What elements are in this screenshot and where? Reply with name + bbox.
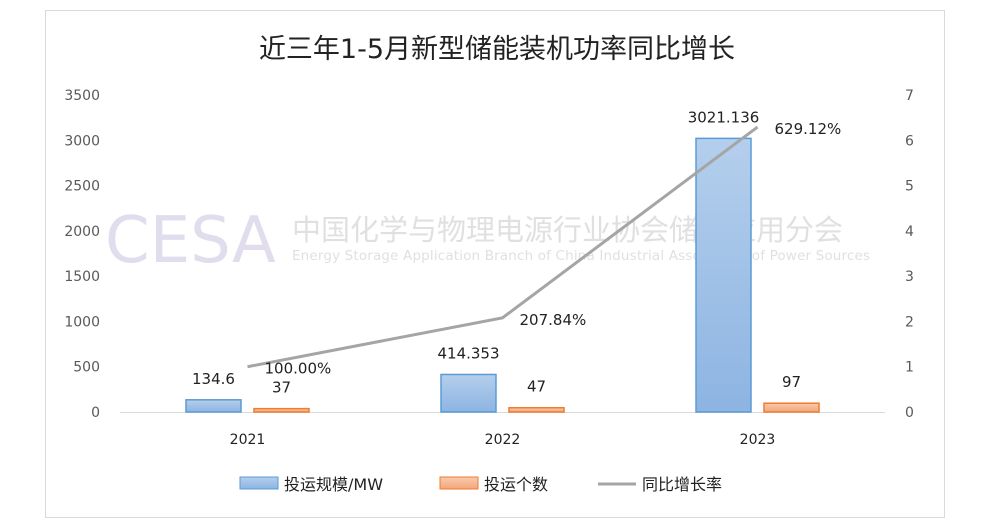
- y-left-tick-label: 1500: [64, 269, 100, 285]
- bar-count: [763, 402, 820, 413]
- bar-data-label: 3021.136: [688, 108, 760, 126]
- watermark-cn: 中国化学与物理电源行业协会储能应用分会: [292, 213, 843, 247]
- y-left-tick-label: 2500: [64, 179, 100, 195]
- bar-count: [508, 406, 565, 413]
- y-right-tick-label: 3: [905, 269, 914, 285]
- bar-data-label: 134.6: [192, 370, 235, 388]
- y-right-tick-label: 1: [905, 360, 914, 376]
- bar-data-label: 47: [527, 378, 546, 396]
- y-left-tick-label: 3000: [64, 133, 100, 149]
- y-right-tick-label: 6: [905, 133, 914, 149]
- line-data-label: 100.00%: [265, 360, 332, 378]
- legend-label: 投运规模/MW: [284, 475, 383, 494]
- legend-item: 投运个数: [439, 475, 548, 494]
- y-right-tick-label: 7: [905, 88, 914, 104]
- legend-item: 投运规模/MW: [239, 475, 383, 494]
- x-tick-label: 2021: [230, 432, 266, 448]
- y-right-tick-label: 2: [905, 314, 914, 330]
- y-right-tick-label: 4: [905, 224, 914, 240]
- bar-capacity: [695, 137, 752, 413]
- chart-frame: [45, 10, 945, 518]
- line-data-label: 207.84%: [520, 311, 587, 329]
- watermark: CESA 中国化学与物理电源行业协会储能应用分会 Energy Storage …: [105, 204, 870, 278]
- y-left-tick-label: 500: [73, 360, 100, 376]
- y-left-tick-label: 3500: [64, 88, 100, 104]
- bar-data-label: 97: [782, 373, 801, 391]
- y-left-tick-label: 1000: [64, 314, 100, 330]
- watermark-logo: CESA: [105, 204, 276, 278]
- legend-label: 同比增长率: [642, 475, 722, 494]
- y-left-tick-label: 0: [91, 405, 100, 421]
- bar-data-label: 414.353: [437, 344, 499, 362]
- y-right-tick-label: 0: [905, 405, 914, 421]
- legend-label: 投运个数: [484, 475, 548, 494]
- chart-title: 近三年1-5月新型储能装机功率同比增长: [259, 34, 735, 65]
- x-tick-label: 2022: [485, 432, 521, 448]
- bar-capacity: [440, 373, 497, 413]
- legend-item: 同比增长率: [598, 475, 722, 494]
- bar-capacity: [185, 399, 242, 413]
- bar-data-label: 37: [272, 379, 291, 397]
- legend-swatch: [439, 476, 479, 490]
- legend-swatch: [239, 476, 279, 490]
- x-tick-label: 2023: [740, 432, 776, 448]
- watermark-en: Energy Storage Application Branch of Chi…: [292, 248, 870, 264]
- y-right-tick-label: 5: [905, 179, 914, 195]
- line-data-label: 629.12%: [775, 120, 842, 138]
- y-left-tick-label: 2000: [64, 224, 100, 240]
- bar-count: [253, 407, 310, 413]
